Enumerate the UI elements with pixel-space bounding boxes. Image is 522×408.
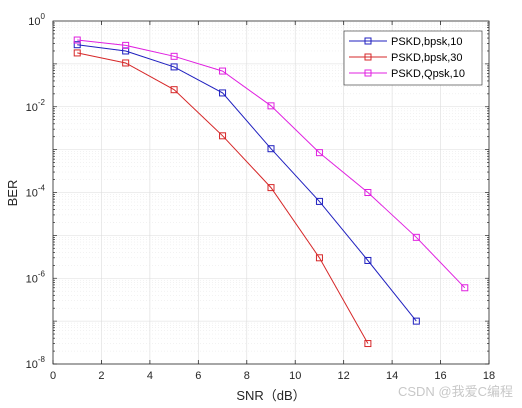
legend-label-2: PSKD,bpsk,30	[391, 52, 463, 64]
series-3-point	[267, 102, 275, 110]
series-1-point	[267, 145, 275, 153]
series-3-point	[461, 284, 469, 292]
x-tick-label: 10	[289, 370, 301, 382]
y-tick-label: 10-2	[26, 98, 46, 114]
legend-label-3: PSKD,Qpsk,10	[391, 68, 465, 80]
legend-marker-3	[364, 69, 372, 77]
y-tick-labels: 10-8 10-6 10-4 10-2 100	[26, 12, 46, 371]
legend-label-1: PSKD,bpsk,10	[391, 36, 463, 48]
x-tick-label: 6	[195, 370, 201, 382]
x-tick-label: 16	[434, 370, 446, 382]
y-tick-label: 10-8	[26, 355, 46, 371]
x-axis-label: SNR（dB）	[236, 388, 305, 403]
series-2-point	[122, 59, 130, 67]
watermark: CSDN @我爱C编程	[398, 384, 513, 399]
series-3-point	[315, 149, 323, 157]
series-3-point	[170, 52, 178, 60]
series-2-point	[267, 184, 275, 192]
series-line-3	[77, 39, 466, 289]
series-1-point	[412, 317, 420, 325]
series-1-point	[170, 63, 178, 71]
axis-ticks	[52, 21, 490, 365]
x-tick-label: 2	[98, 370, 104, 382]
series-line-1	[77, 44, 417, 322]
series-1-point	[364, 256, 372, 264]
series-2-point	[73, 49, 81, 57]
series-1-point	[315, 197, 323, 205]
series-layer	[73, 36, 469, 348]
series-3-point	[73, 36, 81, 44]
series-3-point	[364, 189, 372, 196]
series-line-2	[77, 52, 369, 344]
series-3-point	[219, 67, 227, 75]
series-2-point	[170, 86, 178, 94]
x-tick-label: 12	[338, 370, 350, 382]
series-2-point	[315, 254, 323, 262]
x-tick-labels: 0 2 4 6 8 10 12 14 16 18	[50, 370, 495, 382]
y-axis-label: BER	[5, 180, 20, 207]
y-tick-label: 100	[28, 12, 45, 28]
x-tick-label: 8	[244, 370, 250, 382]
legend-marker-1	[364, 37, 372, 45]
series-3-point	[412, 233, 420, 241]
legend-marker-2	[364, 53, 372, 61]
series-2-point	[364, 340, 372, 348]
legend: PSKD,bpsk,10 PSKD,bpsk,30 PSKD,Qpsk,10	[343, 30, 483, 86]
y-tick-label: 10-6	[26, 269, 46, 285]
x-tick-label: 0	[50, 370, 56, 382]
x-tick-label: 14	[386, 370, 398, 382]
series-3-point	[122, 41, 130, 49]
series-1-point	[73, 41, 81, 49]
x-tick-label: 18	[483, 370, 495, 382]
y-tick-label: 10-4	[26, 184, 46, 200]
x-tick-label: 4	[147, 370, 153, 382]
series-1-point	[219, 89, 227, 97]
series-2-point	[219, 132, 227, 140]
